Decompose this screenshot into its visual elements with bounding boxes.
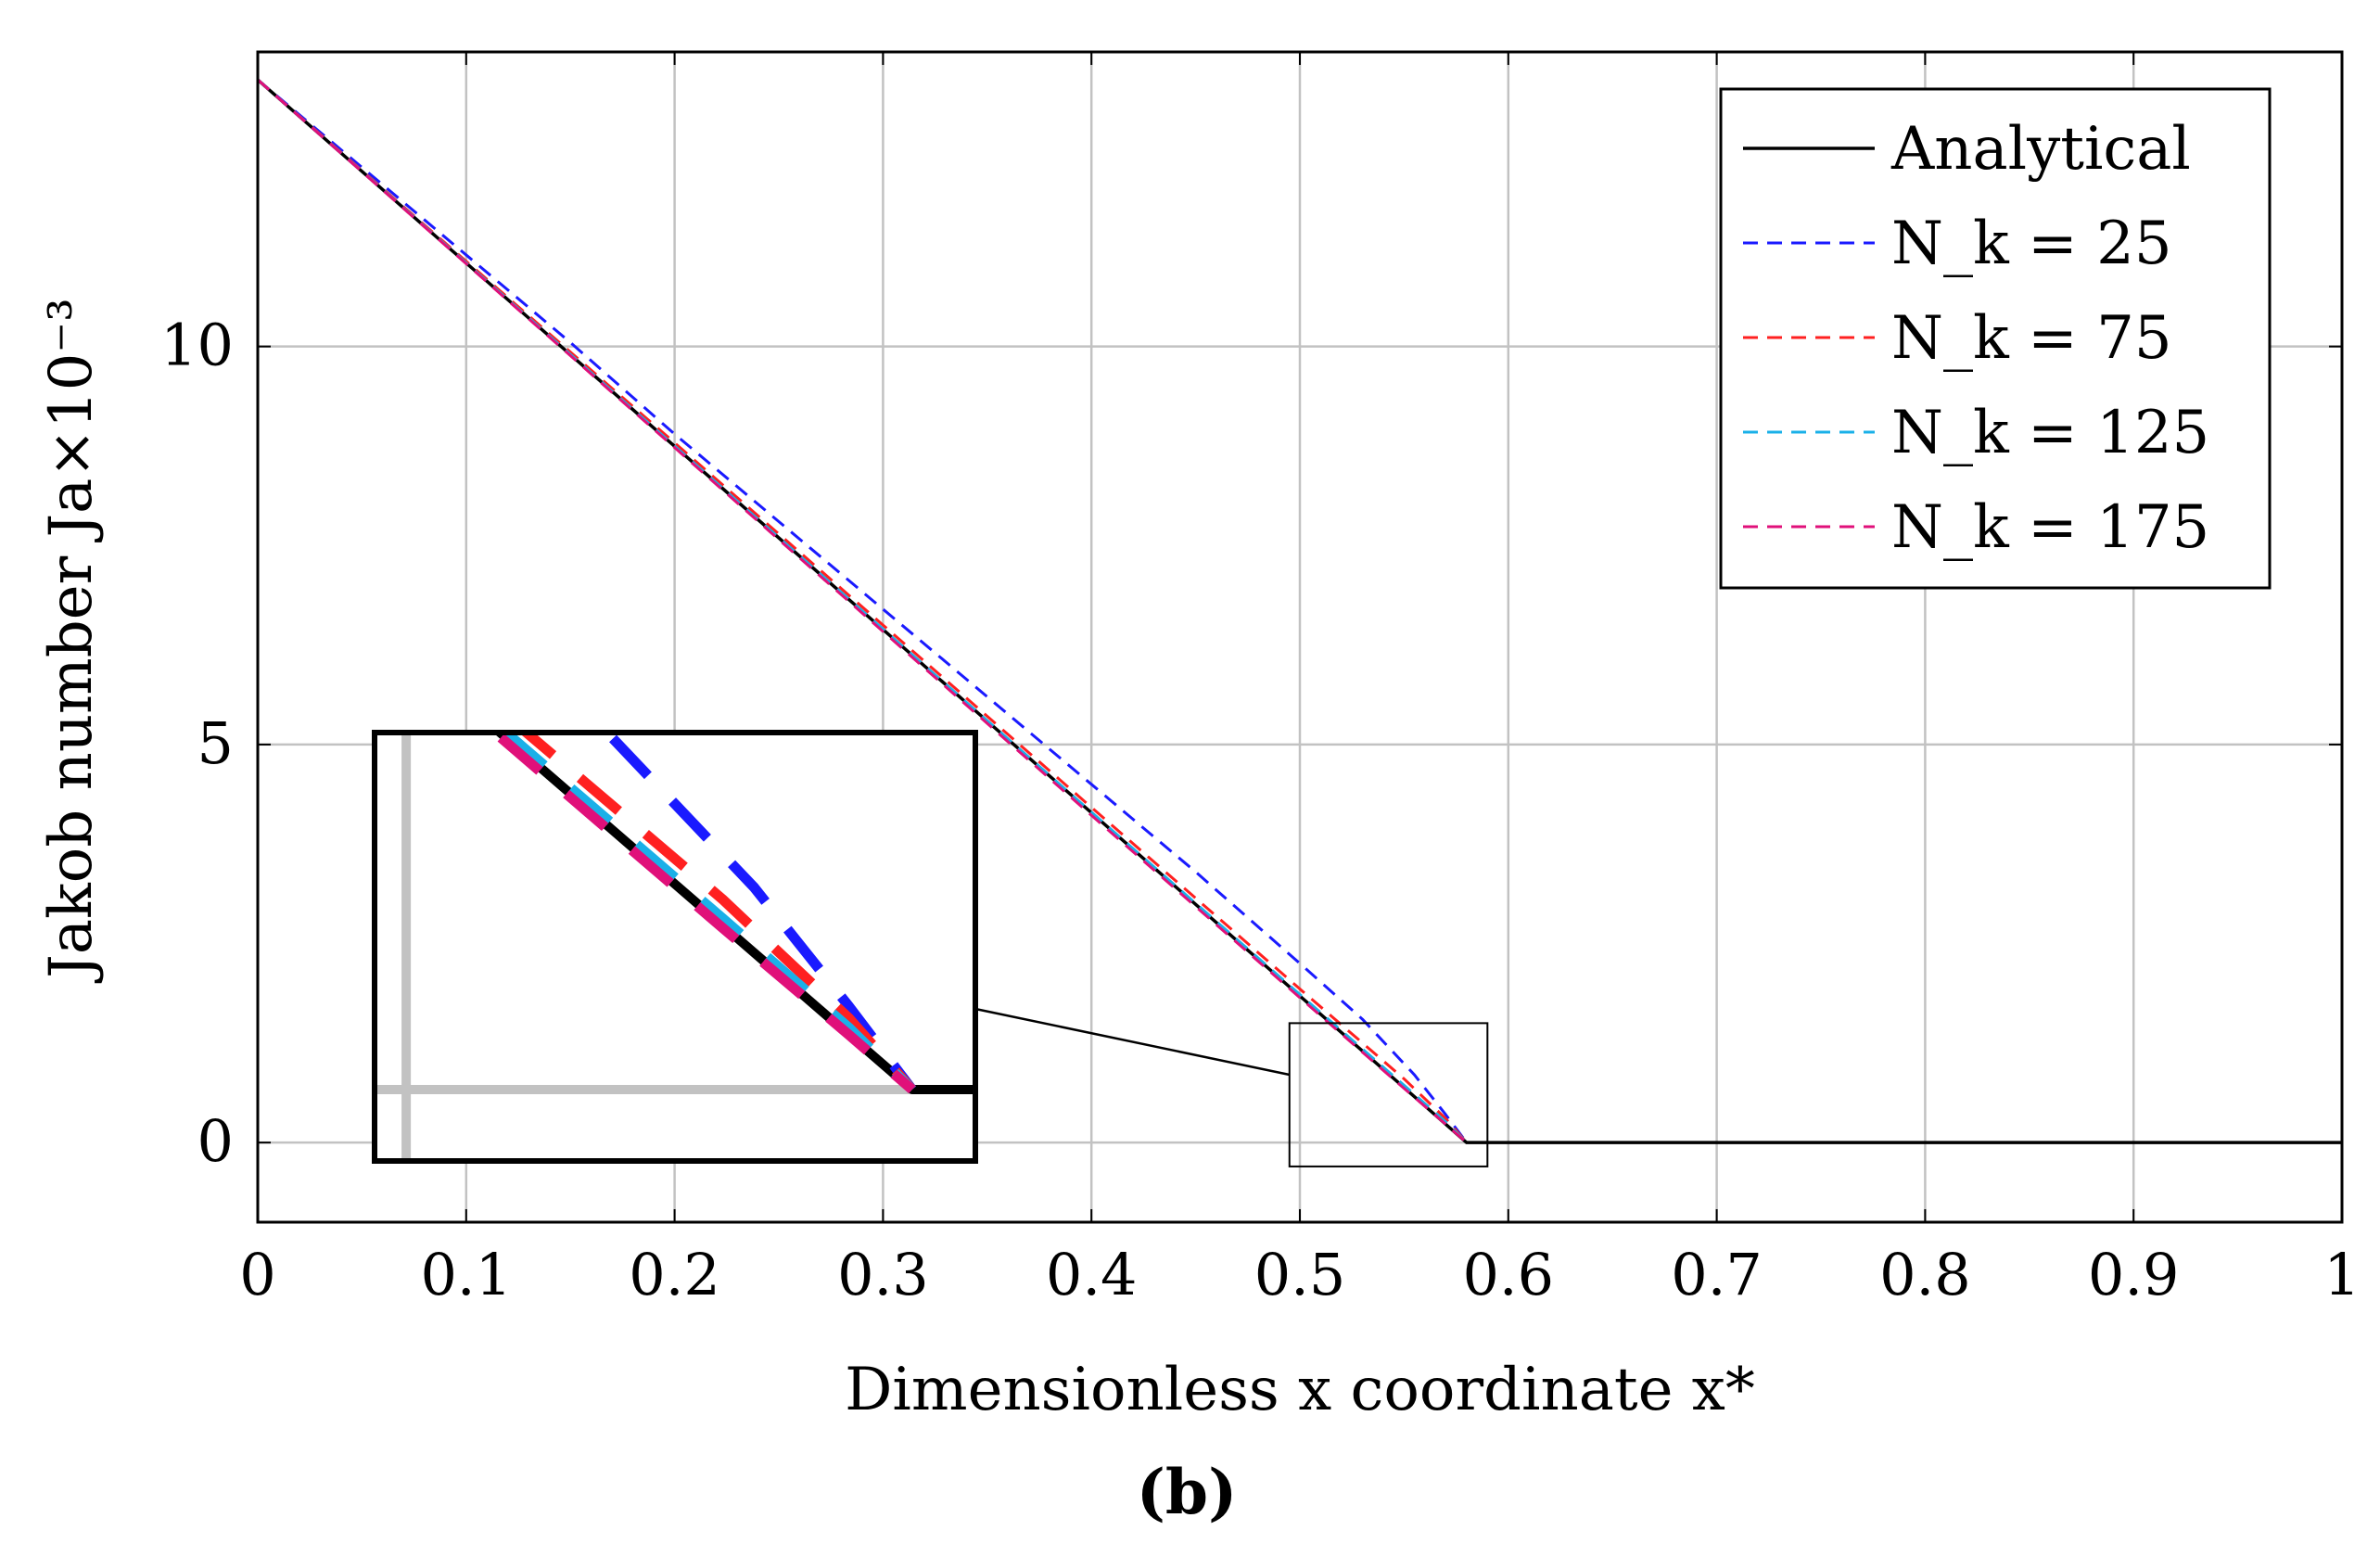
inset-background — [375, 733, 975, 1161]
x-tick-label: 0.5 — [1254, 1241, 1346, 1308]
legend-label: N_k = 175 — [1891, 493, 2209, 562]
x-tick-label: 0.1 — [420, 1241, 512, 1308]
x-axis-label: Dimensionless x coordinate x* — [845, 1356, 1755, 1424]
inset-frame — [372, 730, 978, 1164]
x-tick-label: 1 — [2323, 1241, 2360, 1308]
series-line-n-k-25 — [258, 78, 1469, 1144]
legend-label: N_k = 25 — [1891, 210, 2172, 278]
legend-label: Analytical — [1890, 115, 2191, 184]
series-line-n-k-75 — [258, 78, 1468, 1144]
x-tick-label: 0.2 — [629, 1241, 720, 1308]
x-tick-label: 0.4 — [1046, 1241, 1138, 1308]
legend: Analytical N_k = 25 N_k = 75 N_k = 125 N_k =… — [1719, 87, 2272, 590]
zoom-source-box — [1288, 1022, 1489, 1167]
y-tick-label: 10 — [160, 312, 234, 379]
inset-series-n-k-25 — [600, 733, 917, 1093]
x-tick-label: 0.8 — [1879, 1241, 1971, 1308]
inset-series-n-k-75 — [518, 733, 916, 1093]
y-axis-label: Jakob number Ja×10⁻³ — [37, 298, 106, 984]
x-tick-label: 0 — [239, 1241, 275, 1308]
legend-box — [1719, 87, 2272, 590]
inset-zoom — [375, 733, 975, 1161]
series-lines — [258, 78, 2342, 1144]
x-tick-label: 0.7 — [1671, 1241, 1763, 1308]
y-tick-label: 5 — [197, 709, 234, 777]
x-tick-label: 0.6 — [1462, 1241, 1554, 1308]
figure-caption: (b) — [1137, 1456, 1238, 1528]
legend-label: N_k = 75 — [1891, 304, 2172, 373]
x-tick-label: 0.3 — [837, 1241, 929, 1308]
series-line-n-k-175 — [258, 78, 1468, 1144]
y-tick-label: 0 — [197, 1107, 234, 1175]
legend-label: N_k = 125 — [1891, 399, 2209, 467]
zoom-connector-line — [974, 1007, 1291, 1077]
x-tick-label: 0.9 — [2088, 1241, 2180, 1308]
